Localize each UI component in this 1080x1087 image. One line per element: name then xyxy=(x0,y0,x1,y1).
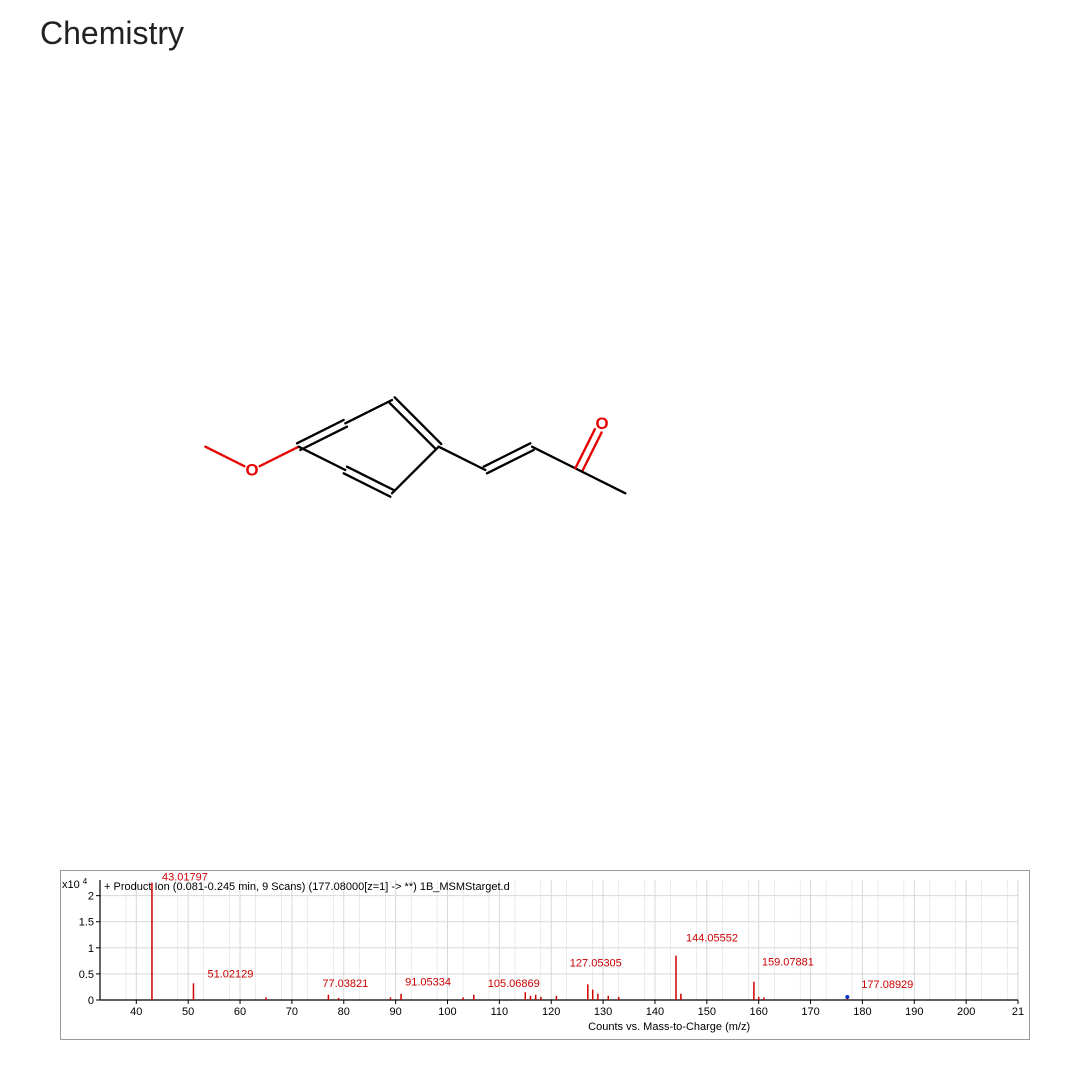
x-tick-label: 130 xyxy=(594,1006,612,1018)
x-tick-label: 160 xyxy=(749,1006,767,1018)
x-tick-label: 80 xyxy=(338,1006,350,1018)
x-axis-label: Counts vs. Mass-to-Charge (m/z) xyxy=(588,1021,750,1033)
x-tick-label: 170 xyxy=(801,1006,819,1018)
x-tick-label: 50 xyxy=(182,1006,194,1018)
peak-label: 144.05552 xyxy=(686,933,738,945)
y-tick-label: 1 xyxy=(88,943,94,955)
peak-label: 51.02129 xyxy=(207,968,253,980)
molecule-structure: OO xyxy=(140,260,700,500)
peak-label: 43.01797 xyxy=(162,872,208,884)
x-tick-label: 21 xyxy=(1012,1006,1024,1018)
x-tick-label: 70 xyxy=(286,1006,298,1018)
y-exponent-label: x10 4 xyxy=(62,877,88,892)
x-tick-label: 100 xyxy=(438,1006,456,1018)
x-tick-label: 150 xyxy=(698,1006,716,1018)
mass-spectrum-chart: 0 0.5 1 1.5 2 40 50 60 70 80 90 100 110 120 130 140 150 1… xyxy=(60,870,1030,1040)
x-tick-label: 90 xyxy=(390,1006,402,1018)
x-tick-label: 200 xyxy=(957,1006,975,1018)
y-tick-label: 2 xyxy=(88,891,94,903)
x-tick-label: 120 xyxy=(542,1006,560,1018)
peak-label: 127.05305 xyxy=(570,957,622,969)
precursor-marker xyxy=(845,995,849,999)
page-title: Chemistry xyxy=(40,15,184,52)
x-tick-label: 40 xyxy=(130,1006,142,1018)
y-tick-label: 0 xyxy=(88,995,94,1007)
atom-label-O: O xyxy=(595,414,608,433)
peak-label: 177.08929 xyxy=(861,979,913,991)
peak-label: 91.05334 xyxy=(405,977,451,989)
atom-label-O: O xyxy=(245,461,258,480)
y-tick-label: 1.5 xyxy=(79,917,94,929)
peak-label: 159.07881 xyxy=(762,957,814,969)
x-tick-label: 190 xyxy=(905,1006,923,1018)
peak-label: 77.03821 xyxy=(322,978,368,990)
x-tick-label: 60 xyxy=(234,1006,246,1018)
x-tick-label: 140 xyxy=(646,1006,664,1018)
x-tick-label: 110 xyxy=(491,1006,509,1018)
y-tick-label: 0.5 xyxy=(79,969,94,981)
peak-label: 105.06869 xyxy=(488,978,540,990)
x-tick-label: 180 xyxy=(853,1006,871,1018)
